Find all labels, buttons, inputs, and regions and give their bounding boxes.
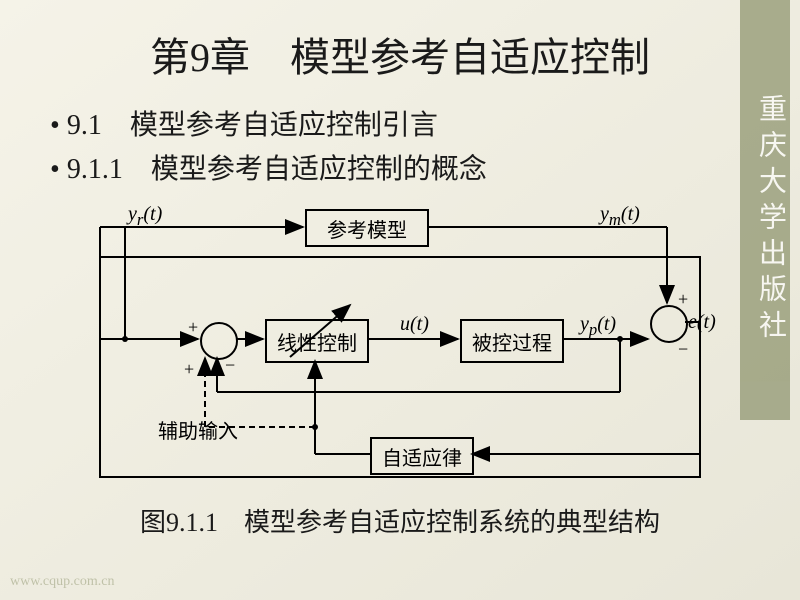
signal-yr: yr(t)	[128, 203, 162, 230]
sign-s1-minus: −	[225, 355, 235, 376]
signal-e: e(t)	[688, 311, 716, 334]
summing-junction-2	[650, 305, 688, 343]
sign-s1-plus: +	[188, 317, 198, 338]
block-diagram: 参考模型 线性控制 被控过程 自适应律 yr(t) ym(t) u(t) yp(…	[80, 197, 720, 497]
signal-yp: yp(t)	[580, 313, 616, 340]
bullet-1: • 9.1 模型参考自适应控制引言	[50, 103, 750, 143]
bullet-2-text: 9.1.1 模型参考自适应控制的概念	[67, 154, 487, 185]
signal-ym: ym(t)	[600, 203, 640, 230]
page-title: 第9章 模型参考自适应控制	[0, 0, 800, 83]
adapt-law-box: 自适应律	[370, 437, 474, 475]
sign-s1-plus2: +	[184, 359, 194, 380]
ref-model-box: 参考模型	[305, 209, 429, 247]
sign-s2-minus: −	[678, 339, 688, 360]
bullet-2: • 9.1.1 模型参考自适应控制的概念	[50, 147, 750, 187]
bullet-1-text: 9.1 模型参考自适应控制引言	[67, 110, 438, 141]
plant-box: 被控过程	[460, 319, 564, 363]
aux-input-label: 辅助输入	[158, 415, 238, 444]
bullet-list: • 9.1 模型参考自适应控制引言 • 9.1.1 模型参考自适应控制的概念	[50, 103, 750, 187]
linear-control-box: 线性控制	[265, 319, 369, 363]
publisher-watermark: 重庆大学出版社	[740, 0, 790, 420]
url-watermark: www.cqup.com.cn	[10, 574, 114, 590]
signal-u: u(t)	[400, 313, 429, 336]
figure-caption: 图9.1.1 模型参考自适应控制系统的典型结构	[0, 502, 800, 539]
sign-s2-plus: +	[678, 289, 688, 310]
